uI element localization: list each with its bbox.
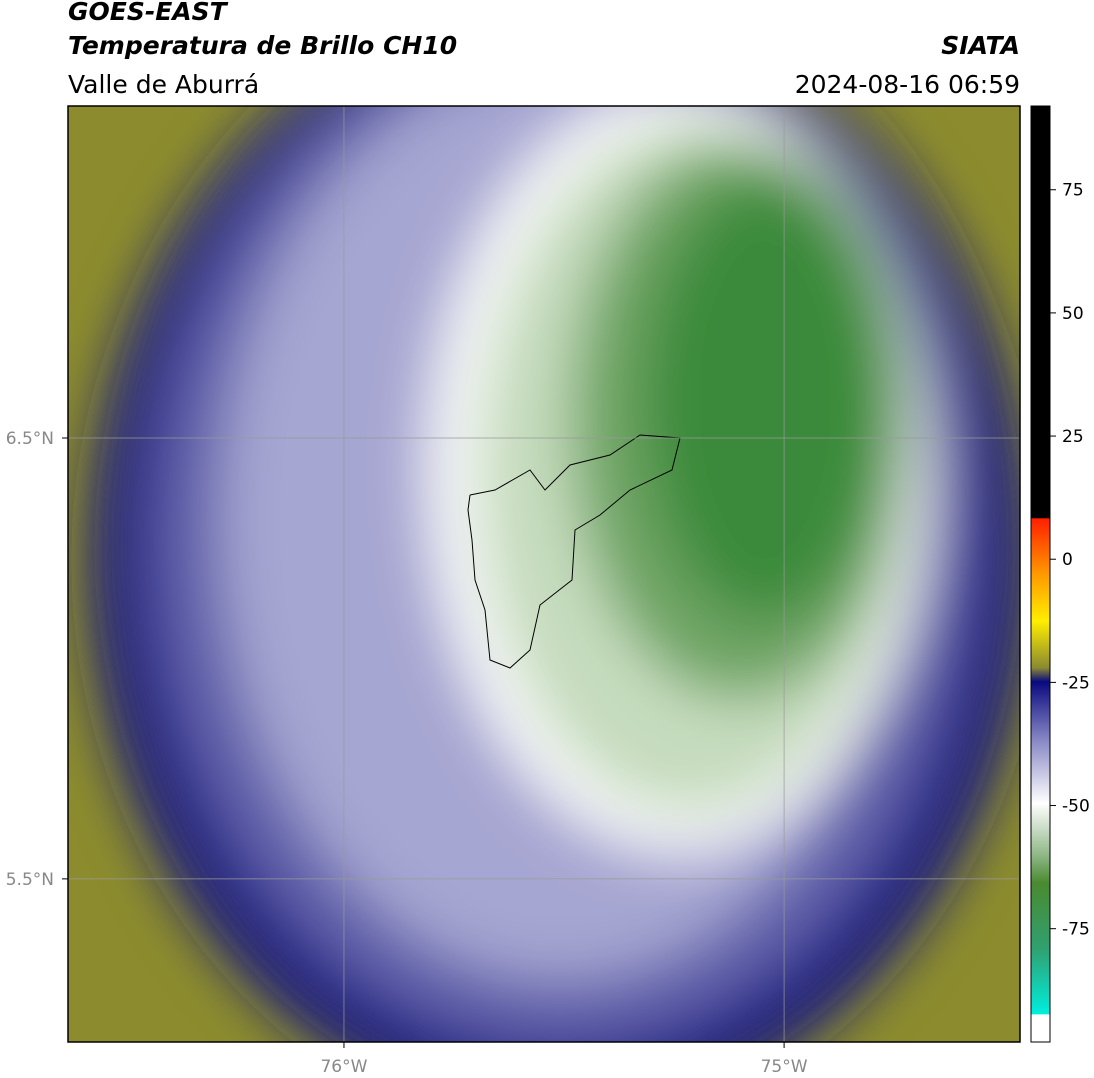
x-tick-label: 75°W xyxy=(761,1057,808,1077)
source: SIATA xyxy=(941,31,1020,60)
map-field xyxy=(68,106,1020,1042)
colorbar-tick-label: 0 xyxy=(1062,550,1073,570)
colorbar-tick-label: 25 xyxy=(1062,427,1084,447)
colorbar-tick-label: -50 xyxy=(1062,797,1090,817)
colorbar xyxy=(1030,105,1051,1043)
y-tick-label: 5.5°N xyxy=(6,870,54,890)
colorbar-tick-label: -25 xyxy=(1062,673,1090,693)
colorbar-tick-label: 50 xyxy=(1062,304,1084,324)
datetime: 2024-08-16 06:59 xyxy=(795,70,1020,99)
subtitle: Temperatura de Brillo CH10 xyxy=(68,31,457,60)
y-tick-label: 6.5°N xyxy=(6,429,54,449)
x-tick-label: 76°W xyxy=(320,1057,367,1077)
colorbar-tick-label: -75 xyxy=(1062,920,1090,940)
title: GOES-EAST xyxy=(68,0,229,26)
colorbar-tick-label: 75 xyxy=(1062,181,1084,201)
map-frame xyxy=(67,105,1021,1043)
municipal-outline xyxy=(467,434,681,669)
region: Valle de Aburrá xyxy=(68,70,259,99)
